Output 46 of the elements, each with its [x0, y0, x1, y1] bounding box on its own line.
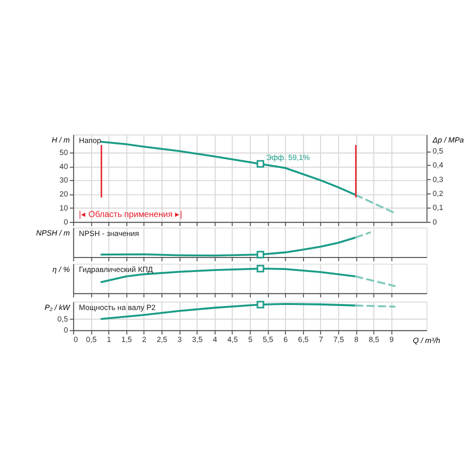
y-axis-title: H / m	[52, 136, 70, 145]
y-tick-label: 10	[59, 203, 68, 212]
x-tick-label: 8	[354, 335, 358, 344]
x-tick-label: 5	[248, 335, 252, 344]
y2-tick-label: 0,4	[432, 160, 444, 170]
x-tick-label: 2,5	[156, 335, 168, 344]
y-axis-title: P₂ / kW	[44, 302, 71, 312]
x-tick-label: 9	[390, 335, 394, 344]
x-tick-label: 0	[74, 335, 78, 344]
line-series	[100, 140, 357, 196]
y-tick-label: 40	[59, 162, 68, 171]
x-tick-label: 8,5	[368, 335, 380, 344]
x-tick-label: 6,5	[298, 335, 309, 344]
annotation: Гидравлический КПД	[78, 265, 153, 274]
x-tick-label: 7,5	[333, 335, 344, 344]
annotation: Мощность на валу P2	[78, 303, 156, 312]
x-tick-label: 3	[178, 335, 182, 344]
x-tick-label: 4	[212, 335, 218, 344]
x-tick-label: 6	[284, 335, 288, 344]
y-tick-label: 0	[64, 217, 68, 226]
x-tick-label: 0,5	[86, 335, 97, 344]
x-tick-label: 5,5	[262, 335, 274, 344]
x-tick-label: 2	[142, 335, 146, 344]
y2-tick-label: 0,3	[432, 174, 444, 184]
x-tick-label: 1	[106, 335, 112, 344]
y2-tick-label: 0,1	[432, 203, 444, 212]
annotation: Эфф. 59,1%	[266, 153, 310, 162]
y-tick-label: 0,5	[57, 314, 68, 324]
y2-axis-title: Δp / MPa	[432, 136, 464, 145]
x-tick-label: 7	[318, 335, 324, 344]
y-tick-label: 20	[59, 190, 68, 199]
x-tick-label: 4,5	[227, 335, 238, 344]
annotation: |◂ Область применения ▸|	[78, 209, 182, 220]
annotation: Напор	[78, 136, 102, 146]
y2-tick-label: 0,2	[432, 188, 444, 198]
y-tick-label: 0	[64, 326, 68, 335]
y-axis-title: η / %	[52, 264, 70, 274]
y-axis-title: NPSH / m	[36, 228, 70, 238]
x-tick-label: 1,5	[121, 335, 132, 344]
y-tick-label: 30	[59, 176, 68, 185]
annotation: NPSH - значения	[78, 229, 140, 238]
y-tick-label: 50	[59, 148, 68, 157]
x-tick-label: 3,5	[192, 335, 203, 344]
x-axis-title: Q / m³/h	[412, 336, 440, 346]
y2-tick-label: 0	[432, 217, 437, 226]
y2-tick-label: 0,5	[432, 146, 444, 156]
